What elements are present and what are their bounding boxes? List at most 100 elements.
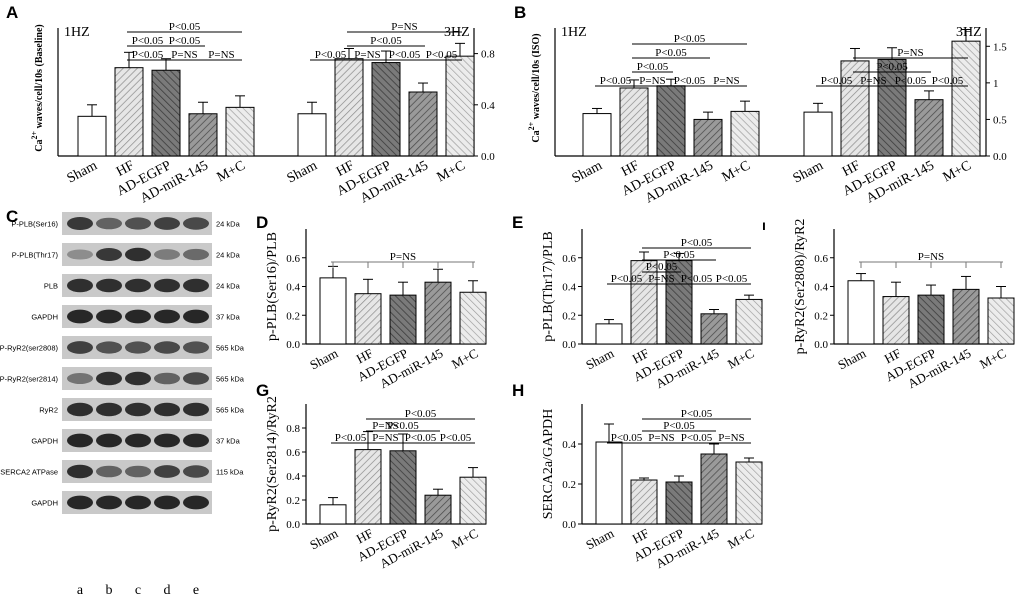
blot-band-9-3 <box>154 495 180 510</box>
blot-band-3-0 <box>67 309 93 324</box>
panel-B-g0-sig-label-4: P=NS <box>639 75 665 87</box>
blot-kda-2: 24 kDa <box>216 282 241 291</box>
panel-D-ylabel: p-PLB(Ser16)/PLB <box>265 232 280 341</box>
blot-row-label-7: GAPDH <box>31 437 58 446</box>
panel-H-bar-0 <box>595 441 623 525</box>
panel-G-sig-label-6: P=NS <box>372 420 398 432</box>
panel-B-letter: B <box>514 3 526 22</box>
blot-lane-label-4: e <box>193 583 199 598</box>
panel-B-g0-tick-label-0: Sham <box>570 158 605 186</box>
panel-B-g1-bar-0 <box>803 111 833 157</box>
panel-H-ytick-label-2: 0.4 <box>562 439 576 451</box>
panel-A-right-ytick-label-2: 0.8 <box>481 49 495 61</box>
panel-G-bar-0 <box>319 504 347 525</box>
panel-H-bar-4 <box>735 461 763 525</box>
blot-kda-5: 565 kDa <box>216 375 245 384</box>
blot-band-9-1 <box>96 495 122 510</box>
panel-G-bar-4 <box>459 476 487 525</box>
panel-F-bar-1 <box>882 296 910 345</box>
panel-E-tick-label-4: M+C <box>725 345 756 371</box>
panel-A-g0-bar-2 <box>151 69 181 157</box>
blot-row-7: GAPDH 37 kDa <box>31 429 241 452</box>
panel-B-g1-bar-3 <box>914 99 944 157</box>
panel-D-bar-3 <box>424 281 452 345</box>
panel-H-sig-label-0: P<0.05 <box>681 408 713 420</box>
panel-H-letter: H <box>512 381 524 400</box>
panel-G-sig-label-3: P=NS <box>372 432 398 444</box>
panel-D-tick-label-1: HF <box>354 345 376 366</box>
panel-H-tick-label-0: Sham <box>583 525 616 552</box>
panel-B-g0-bar-2 <box>656 85 686 157</box>
panel-A-g0-bar-3 <box>188 113 218 157</box>
blot-band-1-0 <box>67 249 93 260</box>
panel-F-ytick-label-0: 0.0 <box>814 339 828 351</box>
panel-B-g1-sig-label-0: P=NS <box>897 47 923 59</box>
panel-D-tick-label-4: M+C <box>449 345 480 371</box>
panel-E-sig-label-2: P<0.05 <box>646 261 678 273</box>
panel-A-ylabel-main: Ca <box>34 139 45 151</box>
panel-G-sig-label-0: P<0.05 <box>405 408 437 420</box>
panel-A-g0-sig-label-4: P=NS <box>208 49 234 61</box>
panel-D-ytick-label-1: 0.2 <box>286 310 300 322</box>
panel-D-bar-0 <box>319 277 347 345</box>
panel-B-g1-bar-4 <box>951 40 981 157</box>
panel-B-g0-bar-4 <box>730 110 760 157</box>
panel-B-g0-sig-label-5: P<0.05 <box>674 75 706 87</box>
blot-band-8-3 <box>154 465 180 478</box>
panel-A-g1-bar-4 <box>445 55 475 157</box>
blot-band-0-4 <box>183 217 209 230</box>
blot-row-label-4: P-RyR2(ser2808) <box>0 344 58 353</box>
panel-G-tick-label-4: M+C <box>449 525 480 551</box>
panel-B-g0-sig-label-2: P<0.05 <box>637 61 669 73</box>
panel-A-g1-sig-label-1: P<0.05 <box>370 35 402 47</box>
blot-row-label-8: SERCA2 ATPase <box>0 468 58 477</box>
panel-G-tick-label-0: Sham <box>307 525 340 552</box>
blot-row-label-5: P-RyR2(ser2814) <box>0 375 58 384</box>
panel-F-tick-label-1: HF <box>882 345 904 366</box>
panel-G-bar-3 <box>424 494 452 525</box>
panel-D-ylabel-main: p-PLB(Ser16)/PLB <box>265 232 280 341</box>
panel-B-g1-sig-label-2: P<0.05 <box>821 75 853 87</box>
panel-H-ylabel-main: SERCA2a/GAPDH <box>541 409 556 519</box>
panel-F-ytick-label-3: 0.6 <box>814 253 828 265</box>
panel-A-g0-sig-label-2: P<0.05 <box>132 49 164 61</box>
panel-F-bar-4 <box>987 297 1015 345</box>
panel-H-sig-label-1: P<0.05 <box>663 420 695 432</box>
panel-A-ylabel: Ca2+ waves/cell/10s (Baseline) <box>30 24 45 151</box>
panel-D-tick-label-0: Sham <box>307 345 340 372</box>
panel-F-ylabel: p-RyR2(Ser2808)/RyR2 <box>793 219 808 355</box>
panel-A-g0-bar-0 <box>77 115 107 157</box>
panel-E-tick-label-0: Sham <box>583 345 616 372</box>
panel-E-tick-label-1: HF <box>630 345 652 366</box>
blot-band-5-3 <box>154 372 180 385</box>
blot-band-5-0 <box>67 373 93 384</box>
panel-A-g1-sig-label-2: P<0.05 <box>315 49 347 61</box>
panel-G-sig-label-4: P<0.05 <box>405 432 437 444</box>
panel-E-letter: E <box>512 213 523 232</box>
blot-row-6: RyR2 565 kDa <box>39 398 245 421</box>
panel-H-ylabel: SERCA2a/GAPDH <box>541 409 556 519</box>
panel-H-bar-2 <box>665 481 693 525</box>
blot-lane-label-0: a <box>77 583 84 598</box>
blot-row-label-2: PLB <box>44 282 58 291</box>
blot-band-9-2 <box>125 495 151 510</box>
panel-A-right-ytick-label-1: 0.4 <box>481 100 495 112</box>
panel-B-g0-sig-label-0: P<0.05 <box>674 33 706 45</box>
panel-G-sig-label-1: P<0.05 <box>387 420 419 432</box>
blot-band-6-4 <box>183 402 209 417</box>
panel-E-ytick-label-0: 0.0 <box>562 339 576 351</box>
panel-G-bar-1 <box>354 449 382 525</box>
blot-band-3-2 <box>125 309 151 324</box>
blot-band-4-2 <box>125 341 151 354</box>
panel-D-bar-2 <box>389 294 417 345</box>
blot-band-8-4 <box>183 465 209 478</box>
panel-D-bar-1 <box>354 293 382 345</box>
panel-D-ytick-label-2: 0.4 <box>286 282 300 294</box>
panel-B-g1-sig-label-4: P<0.05 <box>895 75 927 87</box>
panel-B-ylabel: Ca2+ waves/cell/10s (ISO) <box>527 33 542 142</box>
blot-band-9-4 <box>183 495 209 510</box>
panel-E-bar-4 <box>735 298 763 345</box>
blot-kda-7: 37 kDa <box>216 437 241 446</box>
blot-band-2-2 <box>125 278 151 293</box>
panel-F-bar-0 <box>847 280 875 345</box>
